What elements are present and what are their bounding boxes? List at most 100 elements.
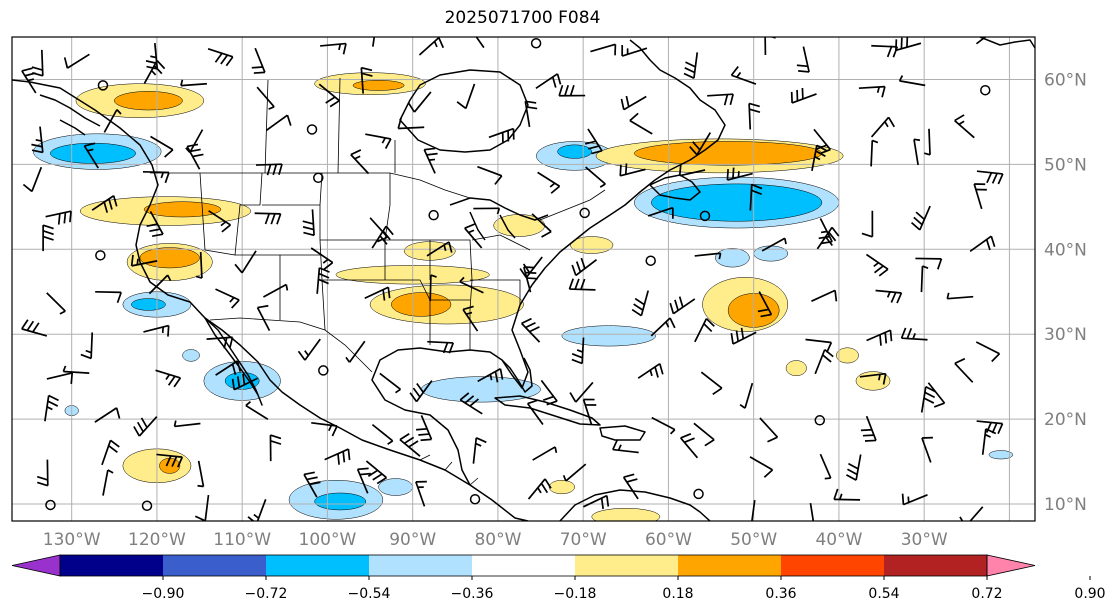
wind-barb <box>612 439 639 454</box>
wind-barbs <box>21 37 1004 521</box>
wind-barb <box>407 91 432 113</box>
wind-barb <box>870 139 879 167</box>
wind-barb <box>306 124 318 135</box>
wind-barb <box>345 340 366 363</box>
wind-barb <box>324 448 351 465</box>
wind-barb <box>584 128 603 155</box>
wind-barb <box>133 416 158 437</box>
wind-barb <box>318 365 329 376</box>
wind-barb <box>426 241 453 257</box>
latitude-label: 30°N <box>1044 325 1087 345</box>
wind-barb <box>796 46 810 73</box>
wind-barb <box>523 266 538 293</box>
wind-barb <box>527 478 552 500</box>
wind-barb <box>846 454 862 481</box>
wind-barb <box>900 327 928 341</box>
anomaly-contour-pos2-3 <box>352 80 405 91</box>
wind-barb <box>130 254 158 267</box>
wind-barb <box>208 210 231 233</box>
wind-barb <box>579 207 590 219</box>
coastline-alaska-islands <box>39 94 101 136</box>
wind-barb <box>946 292 974 300</box>
wind-barb <box>102 469 114 496</box>
wind-barb <box>141 500 153 512</box>
coastline-florida <box>501 357 533 393</box>
wind-barb <box>488 127 515 144</box>
wind-barb <box>910 205 931 231</box>
wind-barb <box>269 434 282 462</box>
wind-barb <box>749 183 763 211</box>
wind-barb <box>94 407 121 423</box>
wind-barb <box>143 59 166 84</box>
wind-barb <box>459 392 483 415</box>
latitude-label: 20°N <box>1044 410 1087 430</box>
coastline-south-america <box>559 489 711 521</box>
wind-barb <box>186 143 204 170</box>
wind-barb <box>234 250 257 274</box>
colorbar-segment <box>369 555 472 576</box>
wind-barb <box>464 223 483 249</box>
wind-barb <box>356 467 371 494</box>
wind-barb <box>814 348 834 375</box>
wind-barb <box>707 93 734 106</box>
wind-barb <box>680 433 699 459</box>
colorbar-tick-label: 0.54 <box>868 586 899 602</box>
longitude-label: 60°W <box>645 530 692 550</box>
wind-barb <box>95 250 106 261</box>
anomaly-contour-neg2-37 <box>314 492 367 511</box>
wind-barb <box>585 166 606 188</box>
wind-barb <box>811 144 827 172</box>
coastline-north-america <box>12 79 529 521</box>
wind-barb <box>409 380 433 403</box>
wind-barb <box>620 95 647 111</box>
wind-barb <box>195 252 203 279</box>
wind-barb <box>759 417 779 443</box>
colorbar-tick-label: 0.90 <box>1074 586 1105 602</box>
wind-barb <box>870 116 896 138</box>
latitude-label: 10°N <box>1044 495 1087 515</box>
wind-barb <box>622 473 639 500</box>
wind-barb <box>45 499 56 511</box>
longitude-label: 110°W <box>213 530 271 550</box>
wind-barb <box>472 437 487 464</box>
anomaly-contour-neg1-21 <box>561 325 656 347</box>
colorbar-tick-label: 0.36 <box>765 586 796 602</box>
wind-barb <box>590 43 617 56</box>
longitude-label: 40°W <box>815 530 862 550</box>
colorbar-segment <box>678 555 781 576</box>
wind-barb <box>207 48 234 67</box>
wind-barb <box>459 276 484 294</box>
wind-barb <box>95 290 122 304</box>
wind-barb <box>247 498 267 521</box>
border-us-states <box>199 172 531 350</box>
wind-barb <box>726 167 753 181</box>
wind-barb <box>427 340 455 354</box>
colorbar-segment <box>884 555 987 576</box>
wind-barb <box>97 80 109 91</box>
anomaly-contour-neg1-41 <box>753 245 789 262</box>
wind-barb <box>156 453 184 468</box>
wind-barb <box>730 327 757 345</box>
wind-barb <box>645 255 656 266</box>
wind-barb <box>101 439 120 466</box>
longitude-label: 90°W <box>389 530 436 550</box>
wind-barb <box>215 360 242 376</box>
wind-barb <box>920 265 929 293</box>
wind-barb <box>583 494 610 510</box>
wind-barb <box>954 357 974 383</box>
wind-barb <box>683 52 699 79</box>
map-frame <box>11 36 1036 522</box>
wind-barb <box>814 415 826 426</box>
wind-barb <box>150 135 174 158</box>
wind-barb <box>975 341 1001 363</box>
wind-barb <box>256 86 275 110</box>
anomaly-contour-neg2-11 <box>131 298 166 311</box>
wind-barb <box>693 488 704 500</box>
wind-barb <box>530 38 542 49</box>
wind-barb <box>969 235 996 253</box>
wind-barb <box>748 102 761 130</box>
wind-barb <box>861 210 874 238</box>
wind-barb <box>571 337 585 365</box>
colorbar-tick-label: −0.54 <box>348 586 391 602</box>
